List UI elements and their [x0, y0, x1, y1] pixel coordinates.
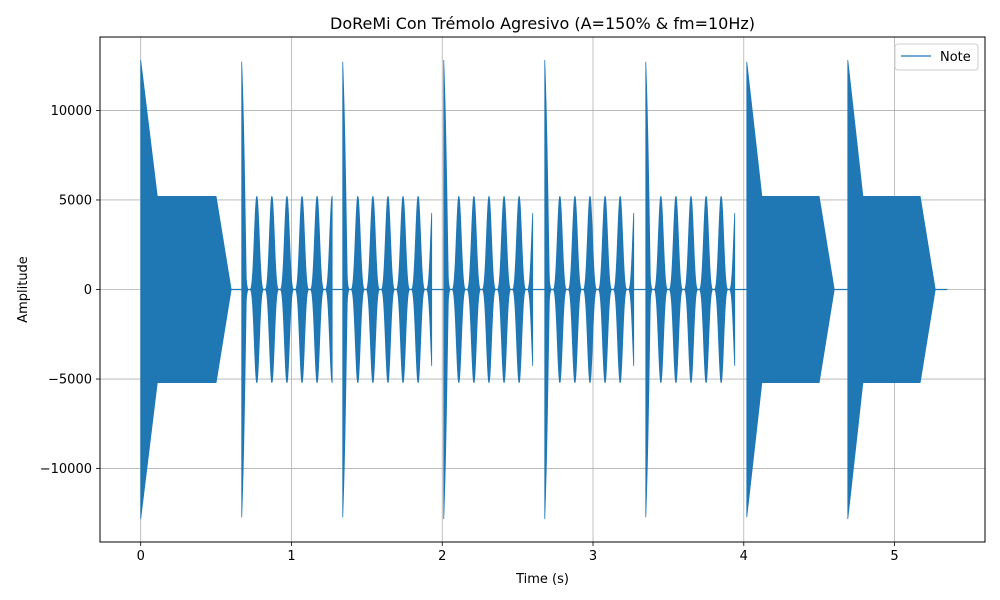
- y-tick-label: 10000: [51, 104, 92, 119]
- y-tick-label: −10000: [40, 462, 92, 477]
- legend-label-note: Note: [940, 50, 971, 65]
- waveform-note-6: [645, 61, 736, 518]
- waveform-note-3: [342, 61, 433, 518]
- x-tick-label: 2: [438, 549, 446, 564]
- x-axis-label: Time (s): [515, 572, 569, 587]
- waveform-note-5: [544, 59, 635, 520]
- ticks: 0 1 2 3 4 5 −10000 −5000 0 5000 10000: [40, 104, 899, 564]
- waveform-note-1: [140, 59, 232, 520]
- plot-area: [140, 59, 948, 520]
- y-axis-label: Amplitude: [16, 256, 31, 323]
- chart-title: DoReMi Con Trémolo Agresivo (A=150% & fm…: [330, 14, 755, 33]
- y-tick-label: 0: [84, 283, 92, 298]
- y-tick-label: 5000: [59, 193, 92, 208]
- x-tick-label: 5: [890, 549, 898, 564]
- legend-box: [894, 43, 979, 71]
- waveform-note-4: [443, 59, 534, 520]
- x-tick-label: 3: [589, 549, 597, 564]
- waveform-note-8: [847, 59, 936, 520]
- legend: Note: [894, 43, 979, 71]
- x-tick-label: 0: [137, 549, 145, 564]
- x-tick-label: 1: [287, 549, 295, 564]
- y-tick-label: −5000: [48, 373, 92, 388]
- waveform-note-7: [746, 61, 835, 518]
- waveform-note-2: [241, 61, 333, 518]
- x-tick-label: 4: [740, 549, 748, 564]
